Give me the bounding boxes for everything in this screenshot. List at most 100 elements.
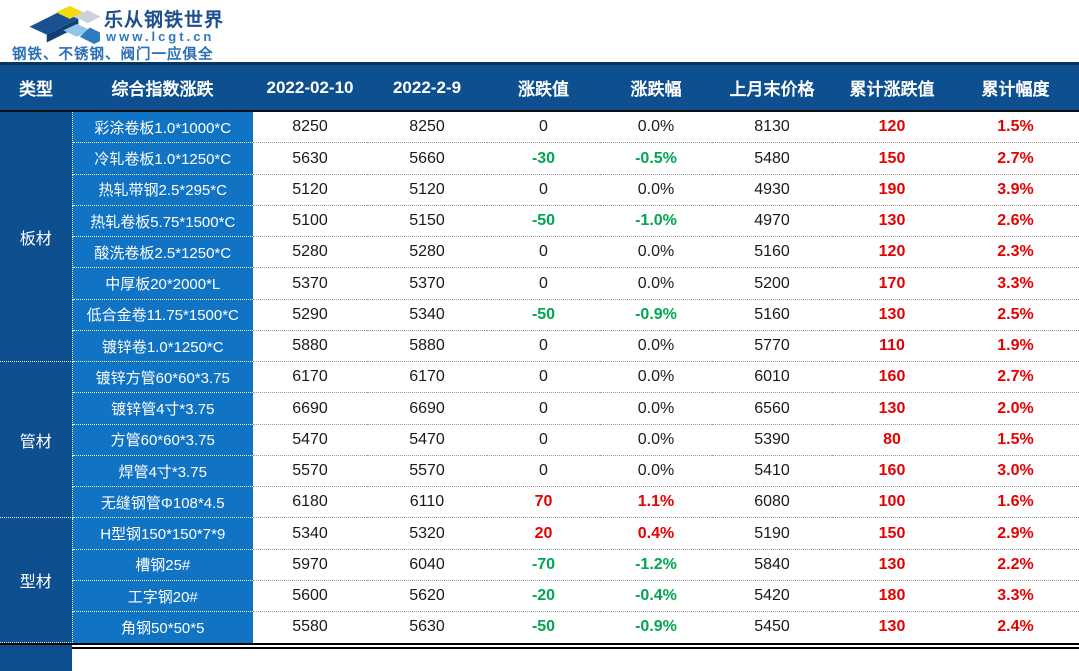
change-pct-cell: 0.0% [600,361,712,394]
table-header-row: 类型 综合指数涨跌 2022-02-10 2022-2-9 涨跌值 涨跌幅 上月… [0,63,1079,112]
table-row: 型材 H型钢150*150*7*9 5340 5320 20 0.4% 5190 150 2.9… [0,517,1079,643]
price-prev-cell: 6170 [367,361,487,394]
cum-change-cell: 150 [832,142,952,175]
change-value-cell: -50 [487,205,600,238]
product-name-cell: 中厚板20*2000*L [72,267,253,300]
product-name-cell: 镀锌管4寸*3.75 [72,392,253,425]
change-value-cell: 0 [487,392,600,425]
last-month-price-cell: 5410 [712,455,832,488]
change-pct-cell: 0.0% [600,392,712,425]
last-month-price-cell: 5160 [712,236,832,269]
table-row: 槽钢25# 5970 6040 -70 -1.2% 5840 130 2.2% [0,549,1079,581]
change-pct-cell: 0.4% [600,517,712,550]
price-today-cell: 5100 [253,205,367,238]
change-pct-cell: 0.0% [600,111,712,144]
price-today-cell: 5280 [253,236,367,269]
product-name-cell: 方管60*60*3.75 [72,424,253,456]
last-month-price-cell: 5420 [712,580,832,613]
col-header-type: 类型 [0,63,72,112]
price-today-cell: 5340 [253,517,367,550]
change-pct-cell: 0.0% [600,424,712,456]
price-prev-cell: 5470 [367,424,487,456]
cum-pct-cell: 3.0% [952,455,1079,488]
cum-pct-cell: 1.6% [952,486,1079,519]
cum-change-cell: 150 [832,517,952,550]
price-prev-cell: 5370 [367,267,487,300]
table-row: 焊管4寸*3.75 5570 5570 0 0.0% 5410 160 3.0% [0,455,1079,488]
change-value-cell: 0 [487,111,600,144]
price-prev-cell: 5340 [367,299,487,331]
change-pct-cell: 0.0% [600,267,712,300]
product-name-cell: 热轧带钢2.5*295*C [72,174,253,206]
website-url: www.lcgt.cn [106,29,215,44]
price-prev-cell: 5280 [367,236,487,269]
last-month-price-cell: 6560 [712,392,832,425]
product-name-cell: 冷轧卷板1.0*1250*C [72,142,253,175]
table-row: 工字钢20# 5600 5620 -20 -0.4% 5420 180 3.3% [0,580,1079,613]
steel-price-table: 类型 综合指数涨跌 2022-02-10 2022-2-9 涨跌值 涨跌幅 上月… [0,62,1079,643]
company-slogan: 钢铁、不锈钢、阀门一应俱全 [12,47,214,63]
table-bottom-rule [0,643,1079,649]
price-today-cell: 5600 [253,580,367,613]
change-pct-cell: 0.0% [600,174,712,206]
cum-pct-cell: 3.3% [952,267,1079,300]
price-today-cell: 5570 [253,455,367,488]
type-group-cell: 管材 [0,361,73,519]
price-prev-cell: 5630 [367,611,487,643]
cum-change-cell: 180 [832,580,952,613]
change-pct-cell: -0.9% [600,299,712,331]
product-name-cell: 彩涂卷板1.0*1000*C [72,111,253,144]
col-header-last-month: 上月末价格 [712,63,832,112]
cum-change-cell: 130 [832,611,952,643]
col-header-cum-pct: 累计幅度 [952,63,1079,112]
last-month-price-cell: 8130 [712,111,832,144]
price-prev-cell: 5570 [367,455,487,488]
change-value-cell: 0 [487,174,600,206]
price-prev-cell: 8250 [367,111,487,144]
last-month-price-cell: 4930 [712,174,832,206]
product-name-cell: 槽钢25# [72,549,253,581]
product-name-cell: 低合金卷11.75*1500*C [72,299,253,331]
change-pct-cell: -1.0% [600,205,712,238]
product-name-cell: 镀锌卷1.0*1250*C [72,330,253,363]
cum-change-cell: 120 [832,111,952,144]
cum-pct-cell: 1.9% [952,330,1079,363]
col-header-index: 综合指数涨跌 [72,63,253,112]
table-row: 角钢50*50*5 5580 5630 -50 -0.9% 5450 130 2.4% [0,611,1079,643]
price-prev-cell: 5120 [367,174,487,206]
cum-pct-cell: 2.2% [952,549,1079,581]
table-row: 热轧卷板5.75*1500*C 5100 5150 -50 -1.0% 4970 130 2.… [0,205,1079,238]
product-name-cell: 角钢50*50*5 [72,611,253,643]
price-today-cell: 8250 [253,111,367,144]
change-value-cell: -70 [487,549,600,581]
change-value-cell: -50 [487,299,600,331]
change-value-cell: 20 [487,517,600,550]
change-pct-cell: -0.5% [600,142,712,175]
product-name-cell: 热轧卷板5.75*1500*C [72,205,253,238]
price-today-cell: 5120 [253,174,367,206]
last-month-price-cell: 5480 [712,142,832,175]
change-value-cell: -50 [487,611,600,643]
price-prev-cell: 5320 [367,517,487,550]
change-value-cell: -30 [487,142,600,175]
price-today-cell: 5880 [253,330,367,363]
table-row: 冷轧卷板1.0*1250*C 5630 5660 -30 -0.5% 5480 150 2.7… [0,142,1079,175]
last-month-price-cell: 4970 [712,205,832,238]
change-value-cell: 0 [487,424,600,456]
product-name-cell: 镀锌方管60*60*3.75 [72,361,253,394]
price-today-cell: 6170 [253,361,367,394]
table-row: 热轧带钢2.5*295*C 5120 5120 0 0.0% 4930 190 3.9% [0,174,1079,206]
price-prev-cell: 6110 [367,486,487,519]
type-group-cell: 型材 [0,517,73,643]
table-row: 低合金卷11.75*1500*C 5290 5340 -50 -0.9% 5160 130 2… [0,299,1079,331]
cum-pct-cell: 2.7% [952,361,1079,394]
cum-pct-cell: 2.4% [952,611,1079,643]
change-value-cell: 0 [487,330,600,363]
change-value-cell: -20 [487,580,600,613]
change-pct-cell: -1.2% [600,549,712,581]
change-value-cell: 0 [487,361,600,394]
cum-change-cell: 80 [832,424,952,456]
product-name-cell: 酸洗卷板2.5*1250*C [72,236,253,269]
cum-pct-cell: 2.7% [952,142,1079,175]
